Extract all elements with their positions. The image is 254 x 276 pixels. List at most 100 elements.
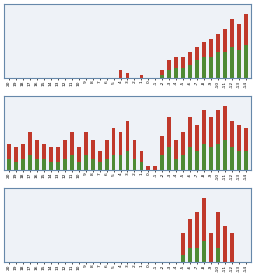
Bar [181, 132, 184, 155]
Bar [201, 198, 205, 241]
Bar [215, 248, 219, 262]
Bar [229, 121, 233, 147]
Bar [111, 128, 115, 155]
Bar [118, 132, 122, 155]
Bar [236, 151, 240, 170]
Bar [56, 147, 59, 162]
Bar [139, 162, 143, 170]
Bar [28, 155, 32, 170]
Bar [49, 162, 53, 170]
Bar [215, 110, 219, 144]
Bar [97, 162, 101, 170]
Bar [97, 151, 101, 162]
Bar [195, 248, 198, 262]
Bar [35, 140, 39, 159]
Bar [125, 73, 129, 78]
Bar [222, 29, 226, 52]
Bar [243, 45, 247, 78]
Bar [42, 144, 46, 159]
Bar [104, 140, 108, 159]
Bar [90, 140, 94, 159]
Bar [243, 151, 247, 170]
Bar [222, 106, 226, 140]
Bar [181, 68, 184, 78]
Bar [181, 255, 184, 262]
Bar [236, 125, 240, 151]
Bar [76, 147, 80, 162]
Bar [187, 52, 191, 65]
Bar [201, 110, 205, 144]
Bar [28, 132, 32, 155]
Bar [243, 14, 247, 45]
Bar [125, 151, 129, 170]
Bar [195, 212, 198, 248]
Bar [229, 47, 233, 78]
Bar [84, 132, 87, 155]
Bar [229, 147, 233, 170]
Bar [215, 52, 219, 78]
Bar [181, 233, 184, 255]
Bar [187, 147, 191, 170]
Bar [21, 159, 25, 170]
Bar [208, 147, 212, 170]
Bar [153, 166, 157, 170]
Bar [195, 125, 198, 151]
Bar [42, 159, 46, 170]
Bar [70, 155, 73, 170]
Bar [201, 241, 205, 262]
Bar [125, 121, 129, 151]
Bar [21, 144, 25, 159]
Bar [174, 159, 178, 170]
Bar [201, 57, 205, 78]
Bar [56, 162, 59, 170]
Bar [222, 226, 226, 262]
Bar [243, 128, 247, 151]
Bar [167, 70, 170, 78]
Bar [187, 219, 191, 248]
Bar [181, 57, 184, 68]
Bar [63, 140, 67, 159]
Bar [222, 140, 226, 170]
Bar [167, 117, 170, 147]
Bar [174, 68, 178, 78]
Bar [208, 39, 212, 57]
Bar [229, 19, 233, 47]
Bar [174, 57, 178, 68]
Bar [201, 42, 205, 57]
Bar [132, 159, 136, 170]
Bar [84, 155, 87, 170]
Bar [90, 159, 94, 170]
Bar [7, 144, 11, 159]
Bar [132, 140, 136, 159]
Bar [215, 34, 219, 52]
Bar [14, 162, 18, 170]
Bar [187, 117, 191, 147]
Bar [160, 70, 164, 75]
Bar [208, 57, 212, 78]
Bar [174, 140, 178, 159]
Bar [118, 70, 122, 78]
Bar [195, 151, 198, 170]
Bar [187, 248, 191, 262]
Bar [104, 159, 108, 170]
Bar [215, 144, 219, 170]
Bar [208, 117, 212, 147]
Bar [118, 155, 122, 170]
Bar [70, 132, 73, 155]
Bar [49, 147, 53, 162]
Bar [139, 75, 143, 78]
Bar [7, 159, 11, 170]
Bar [236, 24, 240, 50]
Bar [222, 52, 226, 78]
Bar [139, 151, 143, 162]
Bar [14, 147, 18, 162]
Bar [167, 147, 170, 170]
Bar [195, 60, 198, 78]
Bar [146, 166, 150, 170]
Bar [160, 75, 164, 78]
Bar [187, 65, 191, 78]
Bar [236, 50, 240, 78]
Bar [160, 155, 164, 170]
Bar [215, 212, 219, 248]
Bar [35, 159, 39, 170]
